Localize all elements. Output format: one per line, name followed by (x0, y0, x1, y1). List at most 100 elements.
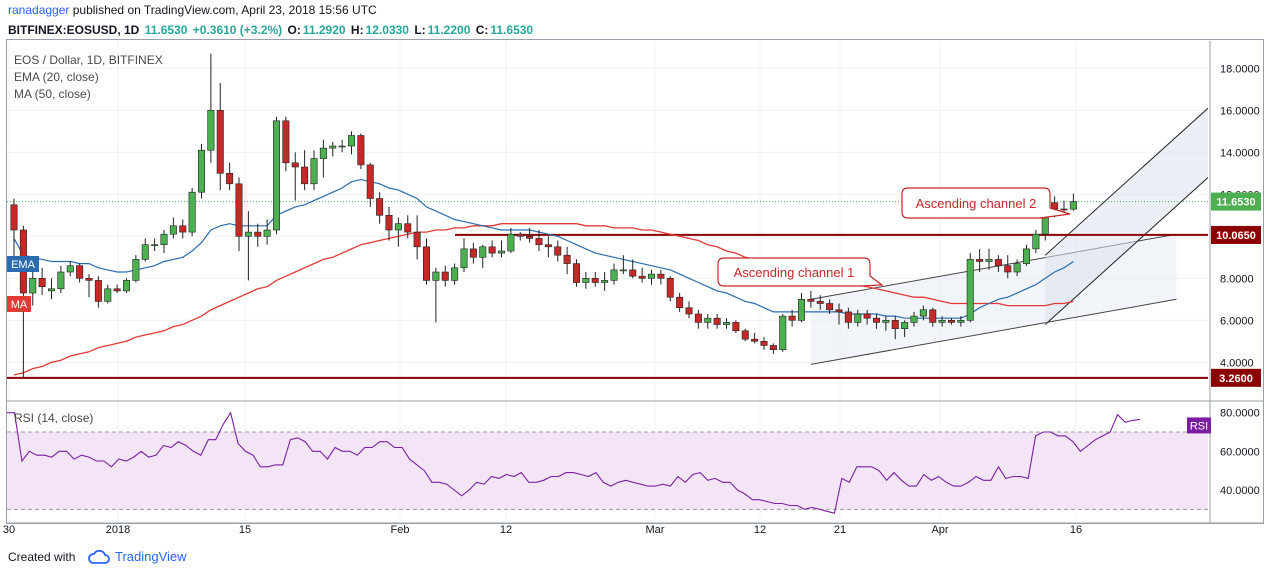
candle (385, 206, 393, 241)
candle-body (769, 345, 777, 350)
candle (319, 139, 327, 178)
close-label: C: (475, 23, 489, 37)
created-with: Created with (8, 550, 76, 564)
candle-body (919, 309, 927, 317)
candle-body (169, 225, 177, 235)
candle (535, 230, 543, 251)
candle (244, 211, 252, 281)
candle-body (263, 229, 271, 237)
candle (910, 311, 918, 327)
y-tick-label: 18.0000 (1220, 63, 1260, 75)
candle-body (338, 145, 346, 148)
candle (1022, 244, 1030, 266)
price-badge-text: 11.6530 (1216, 197, 1255, 209)
symbol-header: BITFINEX:EOSUSD, 1D 11.6530 +0.3610 (+3.… (8, 20, 535, 40)
candle (254, 223, 262, 247)
ma-badge-text: MA (11, 299, 28, 311)
candle (188, 188, 196, 237)
candle-body (563, 254, 571, 264)
candle (29, 267, 37, 306)
candle-body (807, 298, 815, 302)
callouts: Ascending channel 1 Ascending channel 2 (717, 187, 1071, 287)
candle-body (901, 322, 909, 329)
candle-body (413, 231, 421, 248)
x-tick-label: 12 (500, 524, 512, 536)
candle-body (619, 269, 627, 272)
candle-body (751, 338, 759, 342)
candle-body (29, 277, 37, 294)
candle (451, 263, 459, 285)
candle-body (226, 173, 234, 185)
candle-body (657, 273, 665, 279)
candle (469, 242, 477, 264)
candle (591, 272, 599, 287)
candle (347, 131, 355, 155)
candle (807, 290, 815, 308)
candle-body (882, 319, 890, 323)
last-price: 11.6530 (144, 23, 188, 37)
candle (263, 219, 271, 245)
candle (666, 276, 674, 302)
candle (123, 278, 131, 293)
support-badge-text: 3.2600 (1219, 373, 1253, 385)
candle-body (741, 330, 749, 340)
candle-body (235, 183, 243, 237)
candle (404, 215, 412, 239)
candle (694, 309, 702, 329)
candle (329, 141, 337, 157)
candle-body (1051, 202, 1059, 210)
candle (572, 259, 580, 287)
candle (610, 263, 618, 285)
candle-body (685, 307, 693, 315)
low-value: 11.2200 (427, 23, 471, 37)
candle-body (432, 271, 440, 281)
candle-body (451, 267, 459, 281)
symbol-name: BITFINEX:EOSUSD, 1D (8, 23, 140, 37)
candle-body (985, 259, 993, 262)
candle (929, 307, 937, 327)
candle-body (113, 288, 121, 292)
author-link[interactable]: ranadagger (8, 3, 70, 17)
rsi-line (7, 411, 1141, 514)
ma-badge: MA (7, 296, 31, 312)
candle (488, 240, 496, 258)
support-badge: 3.2600 (1211, 368, 1261, 387)
candle (272, 116, 280, 235)
candle-body (347, 135, 355, 147)
candle (85, 274, 93, 298)
candle-body (385, 215, 393, 231)
candle-body (713, 317, 721, 325)
candle (169, 217, 177, 239)
candle (76, 263, 84, 283)
rsi-tick-label: 40.0000 (1220, 485, 1260, 497)
candle-body (291, 162, 299, 168)
candle-body (188, 191, 196, 233)
candle-body (94, 280, 102, 302)
trend-channels (810, 106, 1209, 365)
ma-badge-bg (7, 296, 31, 312)
candle (497, 240, 505, 258)
candle-body (10, 204, 18, 231)
candle (976, 248, 984, 272)
candle (132, 255, 140, 283)
rsi-tick-label: 80.0000 (1220, 408, 1260, 420)
candle-body (910, 315, 918, 323)
candle-body (582, 277, 590, 283)
close-value: 11.6530 (490, 23, 534, 37)
x-tick-label: Feb (391, 524, 410, 536)
candle-body (535, 238, 543, 245)
candle-body (160, 233, 168, 245)
channel1-lower (810, 298, 1177, 365)
low-label: L: (414, 23, 426, 37)
candle (160, 230, 168, 254)
tradingview-logo[interactable]: TradingView (88, 544, 187, 570)
candle (441, 265, 449, 287)
candle-body (929, 309, 937, 323)
candle-body (310, 158, 318, 185)
candle-body (198, 149, 206, 193)
candle (966, 253, 974, 323)
candle-body (835, 309, 843, 313)
x-tick-label: 21 (834, 524, 846, 536)
candle-body (282, 120, 290, 164)
